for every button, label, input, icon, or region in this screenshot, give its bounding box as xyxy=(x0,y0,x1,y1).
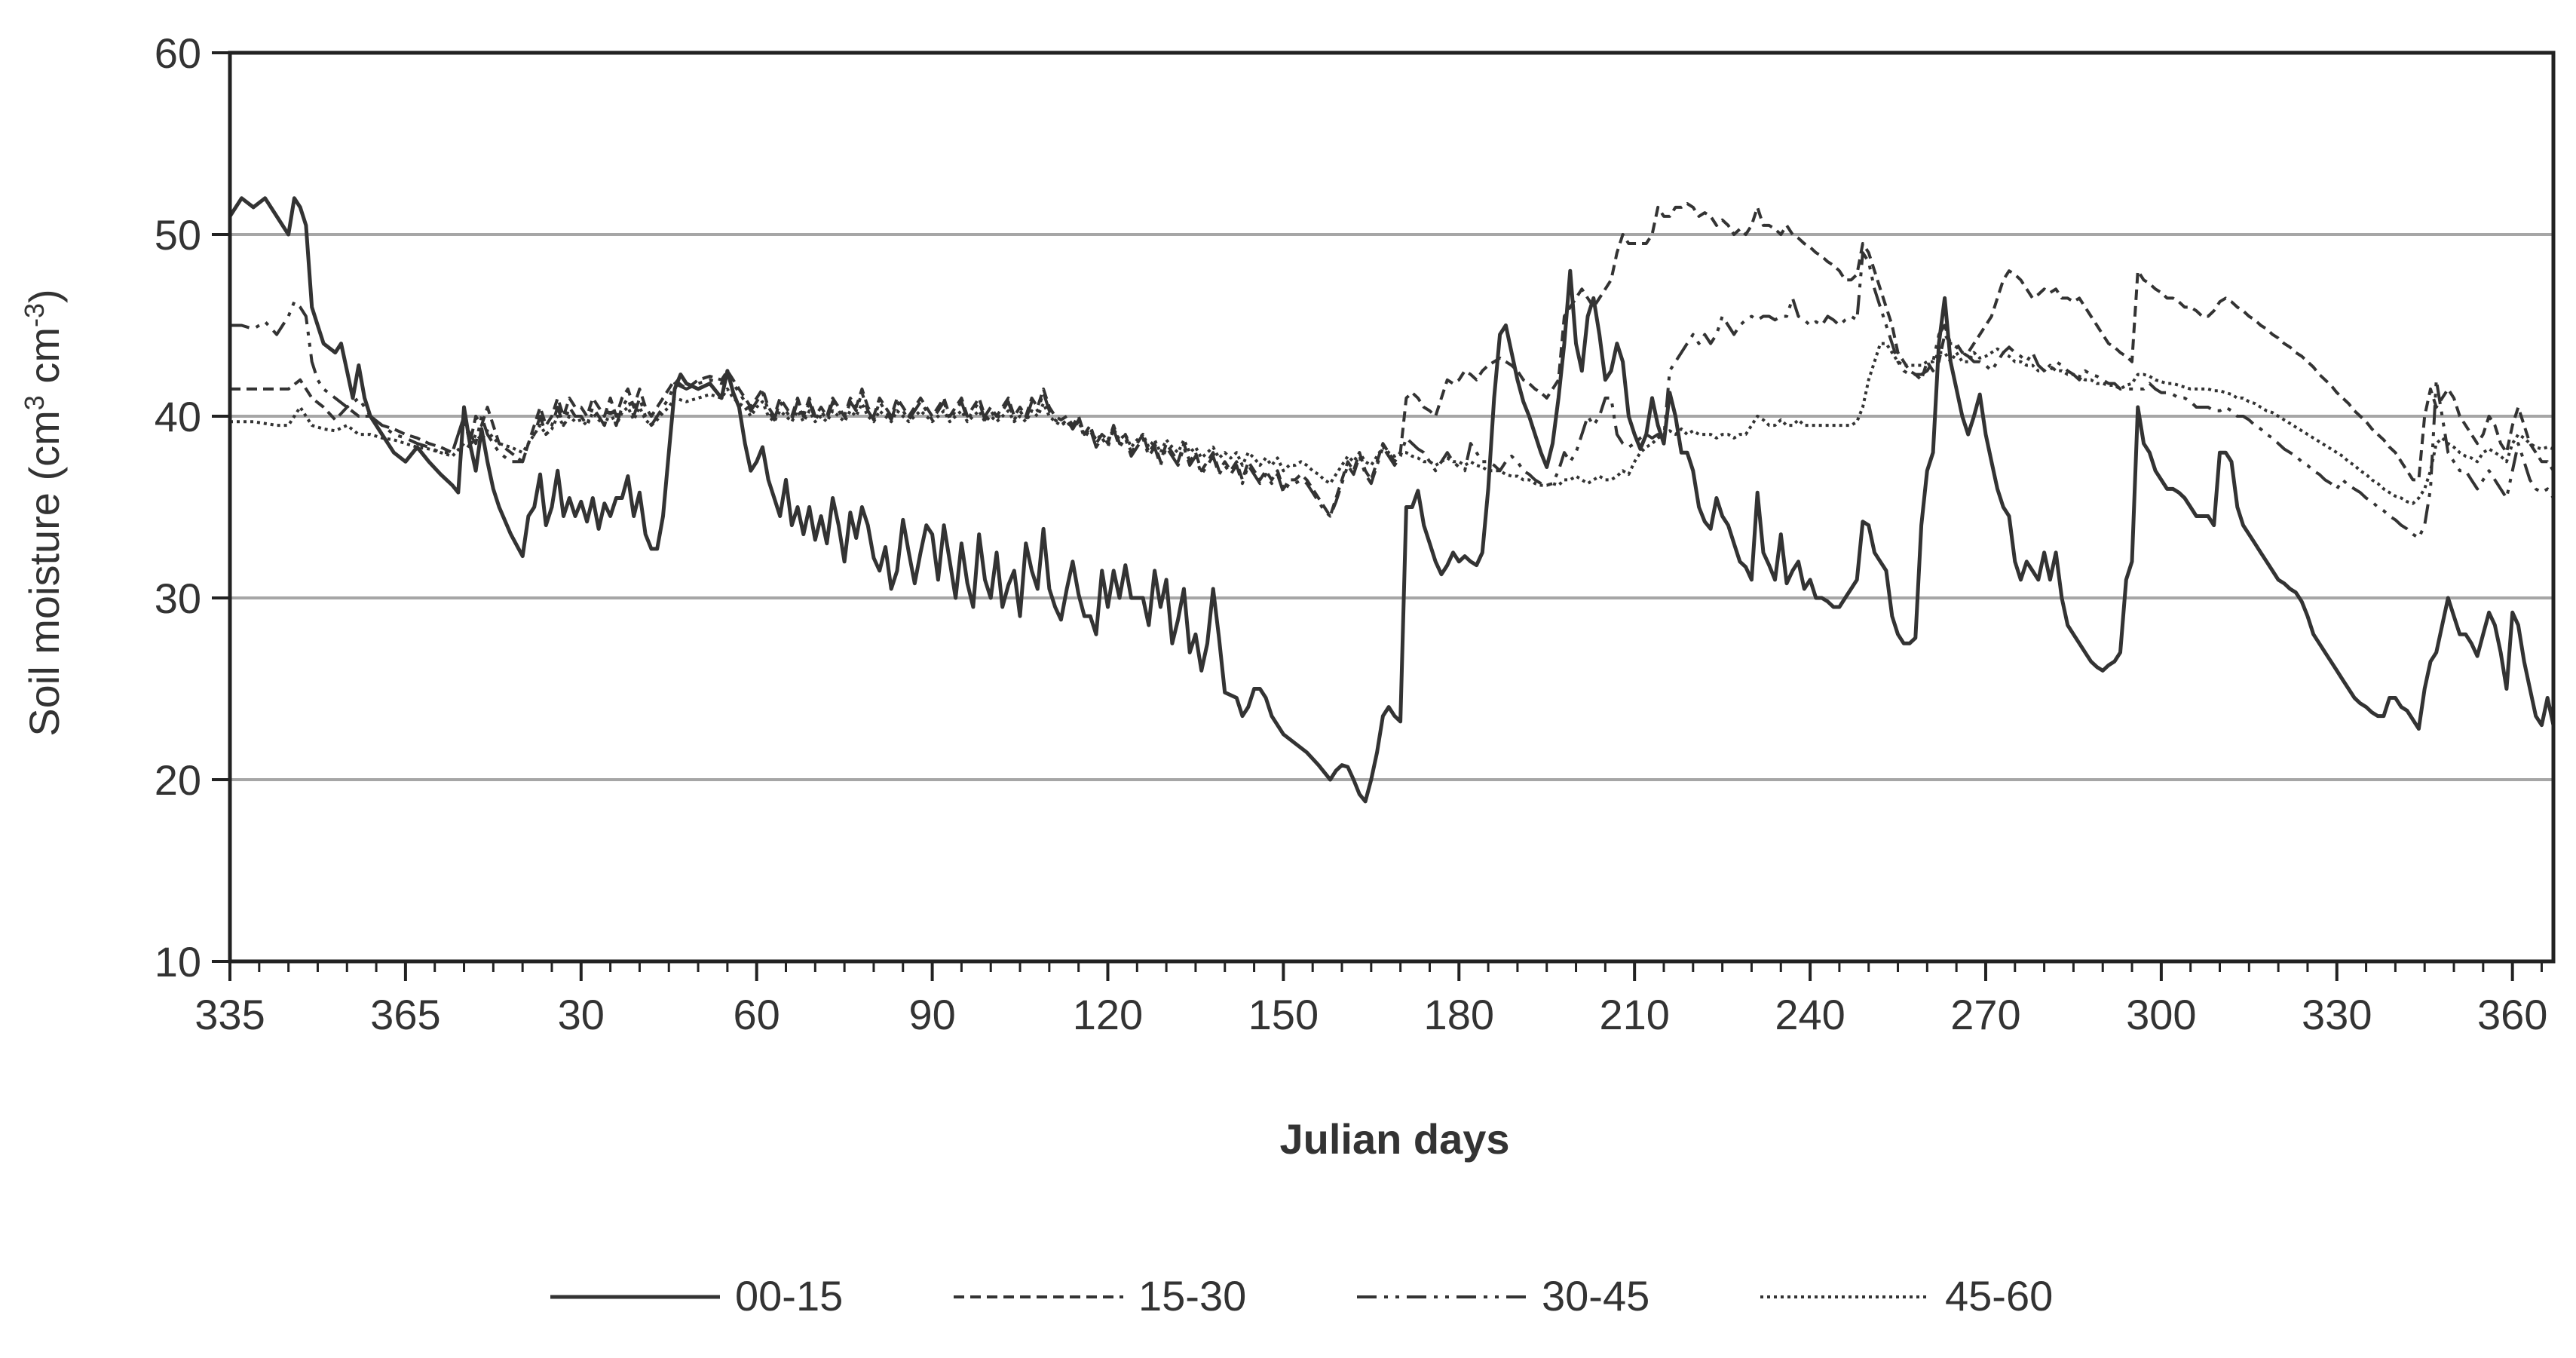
y-tick-label: 50 xyxy=(155,211,201,259)
y-axis-title-sup2: -3 xyxy=(19,303,50,327)
x-tick-label: 150 xyxy=(1248,991,1319,1038)
y-axis-title-end: ) xyxy=(20,289,68,303)
series-layer xyxy=(228,196,2556,804)
x-axis-title: Julian days xyxy=(1279,1115,1509,1163)
y-tick-label: 20 xyxy=(155,756,201,804)
y-tick-label: 60 xyxy=(155,29,201,77)
x-tick-label: 30 xyxy=(558,991,605,1038)
legend: 00-15 15-30 30-45 45-60 xyxy=(550,1272,2053,1320)
x-tick-label: 60 xyxy=(734,991,780,1038)
x-tick-label: 240 xyxy=(1775,991,1845,1038)
plot-area-frame xyxy=(228,51,2556,964)
x-tick-label: 365 xyxy=(370,991,440,1038)
x-tick-label: 270 xyxy=(1950,991,2020,1038)
x-tick-label: 90 xyxy=(908,991,955,1038)
x-tick-label: 210 xyxy=(1599,991,1669,1038)
y-tick-label: 10 xyxy=(155,938,201,986)
y-axis-title-sup1: 3 xyxy=(19,395,50,410)
x-tick-label: 180 xyxy=(1424,991,1494,1038)
x-tick-label: 120 xyxy=(1073,991,1143,1038)
legend-label-15-30: 15-30 xyxy=(1138,1272,1246,1320)
x-tick-label: 330 xyxy=(2302,991,2372,1038)
series-line-15-30 xyxy=(230,202,2555,518)
x-tick-label: 360 xyxy=(2477,991,2547,1038)
x-tick-label: 335 xyxy=(195,991,265,1038)
y-tick-label: 40 xyxy=(155,393,201,440)
legend-label-45-60: 45-60 xyxy=(1945,1272,2053,1320)
y-axis-title-main: Soil moisture (cm xyxy=(20,410,68,737)
y-axis: 10 20 30 40 50 60 xyxy=(155,29,230,986)
series-line-00-15 xyxy=(228,196,2556,804)
legend-label-00-15: 00-15 xyxy=(735,1272,843,1320)
legend-label-30-45: 30-45 xyxy=(1542,1272,1649,1320)
x-tick-label: 300 xyxy=(2126,991,2196,1038)
y-axis-title-mid: cm xyxy=(20,327,68,395)
y-tick-label: 30 xyxy=(155,575,201,622)
y-axis-title: Soil moisture (cm3 cm-3) xyxy=(19,289,69,736)
x-axis: 335 365 30 60 90 120 150 180 210 240 270 300 330 360 xyxy=(195,961,2547,1038)
